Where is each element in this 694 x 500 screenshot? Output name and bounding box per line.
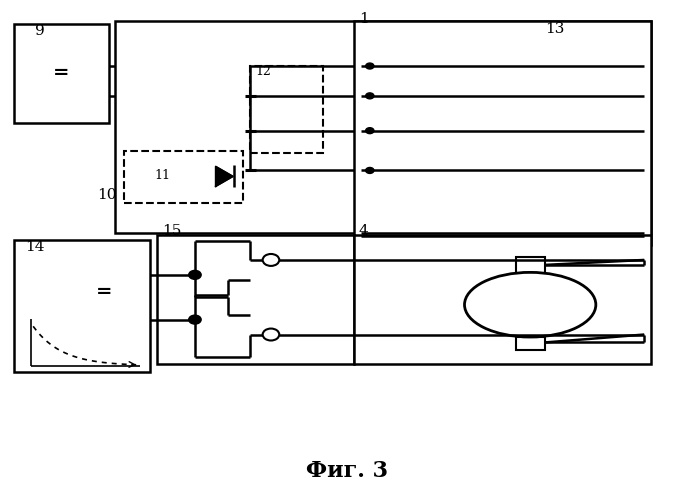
Text: =: = (53, 64, 69, 82)
Polygon shape (216, 166, 233, 186)
Circle shape (262, 254, 279, 266)
Circle shape (366, 128, 374, 134)
Circle shape (189, 315, 201, 324)
Polygon shape (115, 22, 651, 233)
Text: 12: 12 (256, 66, 271, 78)
Text: 10: 10 (96, 188, 116, 202)
Circle shape (366, 93, 374, 99)
Polygon shape (516, 337, 545, 350)
Polygon shape (354, 22, 651, 245)
Polygon shape (354, 235, 651, 364)
Text: 1: 1 (359, 12, 369, 26)
Circle shape (189, 270, 201, 280)
Circle shape (262, 328, 279, 340)
Text: 4: 4 (359, 224, 369, 238)
Ellipse shape (464, 272, 596, 337)
Polygon shape (14, 24, 108, 123)
Polygon shape (251, 66, 323, 153)
Text: Фиг. 3: Фиг. 3 (306, 460, 388, 482)
Text: 9: 9 (35, 24, 44, 38)
Polygon shape (14, 240, 150, 372)
Text: 14: 14 (26, 240, 45, 254)
Circle shape (366, 168, 374, 173)
Text: 15: 15 (162, 224, 181, 238)
Text: =: = (96, 284, 112, 302)
Circle shape (366, 63, 374, 69)
Polygon shape (124, 150, 244, 203)
Polygon shape (157, 235, 354, 364)
Text: 13: 13 (545, 22, 564, 36)
Text: 11: 11 (155, 169, 171, 182)
Polygon shape (516, 258, 545, 274)
